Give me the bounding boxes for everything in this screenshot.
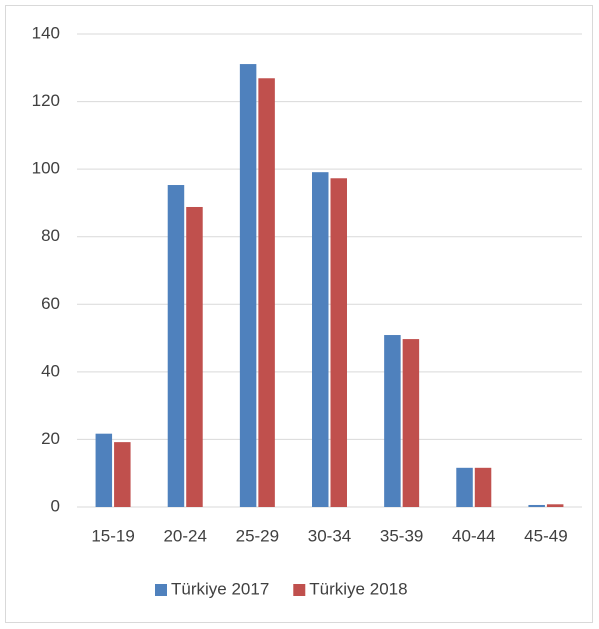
chart-border — [5, 5, 593, 623]
x-tick-label: 40-44 — [452, 526, 495, 545]
bar — [330, 178, 347, 507]
bar — [186, 206, 203, 508]
bar — [114, 442, 131, 507]
x-tick-label: 30-34 — [308, 526, 351, 545]
bar — [546, 504, 564, 507]
legend-swatch — [155, 584, 167, 596]
x-tick-label: 25-29 — [236, 526, 279, 545]
bar — [239, 64, 257, 508]
y-tick-label: 0 — [51, 496, 60, 515]
y-tick-label: 100 — [32, 159, 60, 178]
x-tick-label: 20-24 — [163, 526, 206, 545]
y-tick-label: 120 — [32, 91, 60, 110]
x-tick-label: 35-39 — [380, 526, 423, 545]
legend-label: Türkiye 2018 — [309, 579, 407, 598]
y-tick-label: 60 — [41, 294, 60, 313]
x-tick-label: 45-49 — [524, 526, 567, 545]
bar — [528, 504, 545, 507]
y-tick-label: 20 — [41, 429, 60, 448]
y-tick-label: 40 — [41, 361, 60, 380]
bar — [312, 172, 329, 507]
bar — [402, 339, 420, 507]
bar — [456, 467, 473, 507]
bar — [258, 78, 275, 508]
x-tick-label: 15-19 — [91, 526, 134, 545]
y-tick-label: 80 — [41, 226, 60, 245]
bar — [95, 433, 113, 507]
bar — [474, 467, 492, 507]
legend-swatch — [293, 584, 306, 596]
legend-label: Türkiye 2017 — [171, 579, 269, 598]
bar — [384, 335, 401, 507]
y-tick-label: 140 — [32, 23, 60, 42]
bar — [167, 185, 185, 507]
